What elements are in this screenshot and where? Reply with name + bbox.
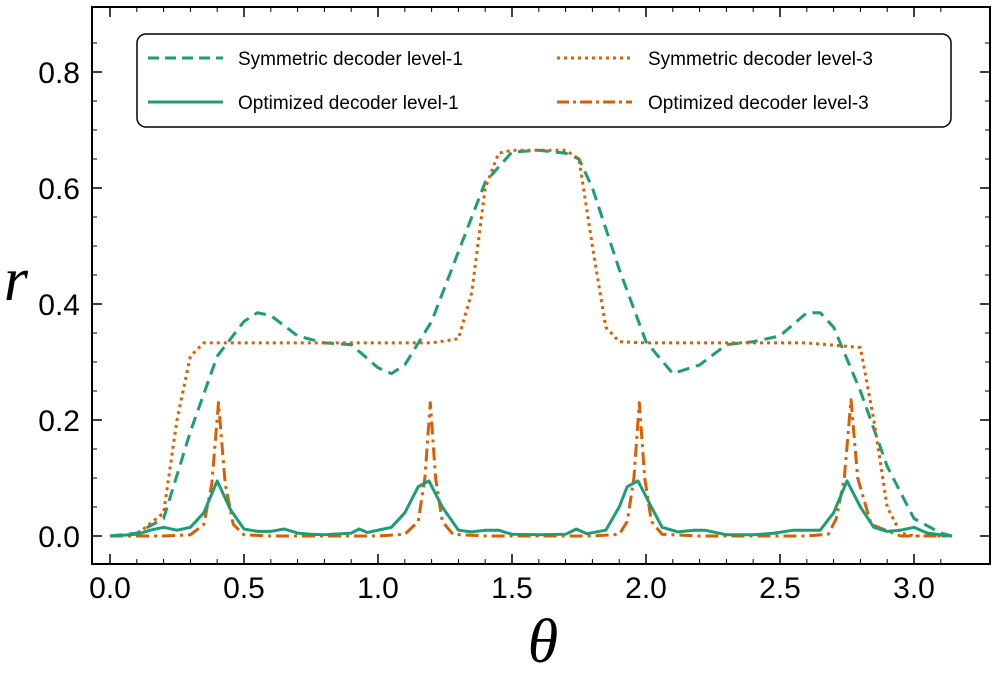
x-axis-label: θ [528, 608, 558, 675]
y-axis-label: r [4, 246, 29, 314]
series-line-optimized-decoder-level-3 [110, 398, 952, 538]
x-tick-label: 3.0 [893, 572, 935, 605]
series-line-optimized-decoder-level-1 [109, 479, 953, 538]
x-tick-label: 2.0 [625, 572, 667, 605]
x-tick-label: 2.5 [759, 572, 801, 605]
x-tick-label: 0.5 [223, 572, 265, 605]
y-tick-label: 0.8 [38, 57, 80, 90]
legend-box [136, 33, 952, 128]
legend: Symmetric decoder level-1 Optimized deco… [136, 33, 952, 128]
series-line-symmetric-decoder-level-3 [109, 148, 952, 538]
series-layer [109, 148, 953, 538]
y-tick-label: 0.0 [38, 521, 80, 554]
series-line-symmetric-decoder-level-1 [109, 148, 953, 538]
y-tick-label: 0.6 [38, 173, 80, 206]
x-tick-label: 1.0 [357, 572, 399, 605]
y-tick-label: 0.2 [38, 405, 80, 438]
y-tick-label: 0.4 [38, 289, 80, 322]
y-axis: 0.0 0.2 0.4 0.6 0.8 [38, 42, 990, 554]
x-tick-label: 0.0 [89, 572, 131, 605]
plot-frame [91, 6, 991, 565]
legend-label-optimized-level-1: Optimized decoder level-1 [238, 93, 459, 114]
x-axis: 0.0 0.5 1.0 1.5 2.0 2.5 3.0 [89, 7, 942, 605]
legend-label-symmetric-level-1: Symmetric decoder level-1 [238, 49, 463, 70]
legend-label-optimized-level-3: Optimized decoder level-3 [648, 93, 869, 114]
x-tick-label: 1.5 [491, 572, 533, 605]
legend-label-symmetric-level-3: Symmetric decoder level-3 [648, 49, 873, 70]
